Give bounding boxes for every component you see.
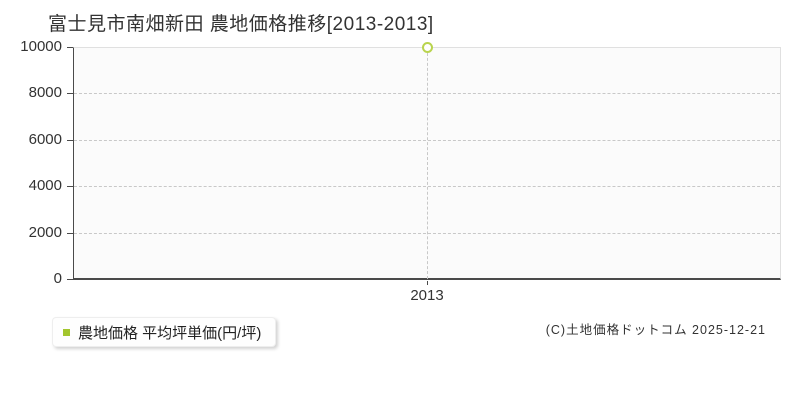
y-tick-label: 10000 [20,38,62,55]
y-tick-mark [67,279,73,280]
v-gridline [427,48,428,279]
y-tick-label: 8000 [28,84,62,101]
y-tick-label: 4000 [28,177,62,194]
legend-label: 農地価格 平均坪単価(円/坪) [78,324,262,342]
y-tick-mark [67,233,73,234]
data-point [421,41,433,53]
y-tick-mark [67,140,73,141]
copyright-text: (C)土地価格ドットコム 2025-12-21 [545,323,766,337]
y-tick-mark [67,93,73,94]
legend: 農地価格 平均坪単価(円/坪) [52,317,277,347]
legend-marker-square [63,328,70,336]
y-tick-label: 2000 [28,224,62,241]
chart-title: 富士見市南畑新田 農地価格推移[2013-2013] [48,14,434,35]
y-tick-mark [67,47,73,48]
x-tick-label: 2013 [410,287,444,304]
y-tick-label: 6000 [28,131,62,148]
x-tick-mark [427,281,428,285]
y-tick-label: 0 [53,270,62,287]
y-tick-mark [67,186,73,187]
